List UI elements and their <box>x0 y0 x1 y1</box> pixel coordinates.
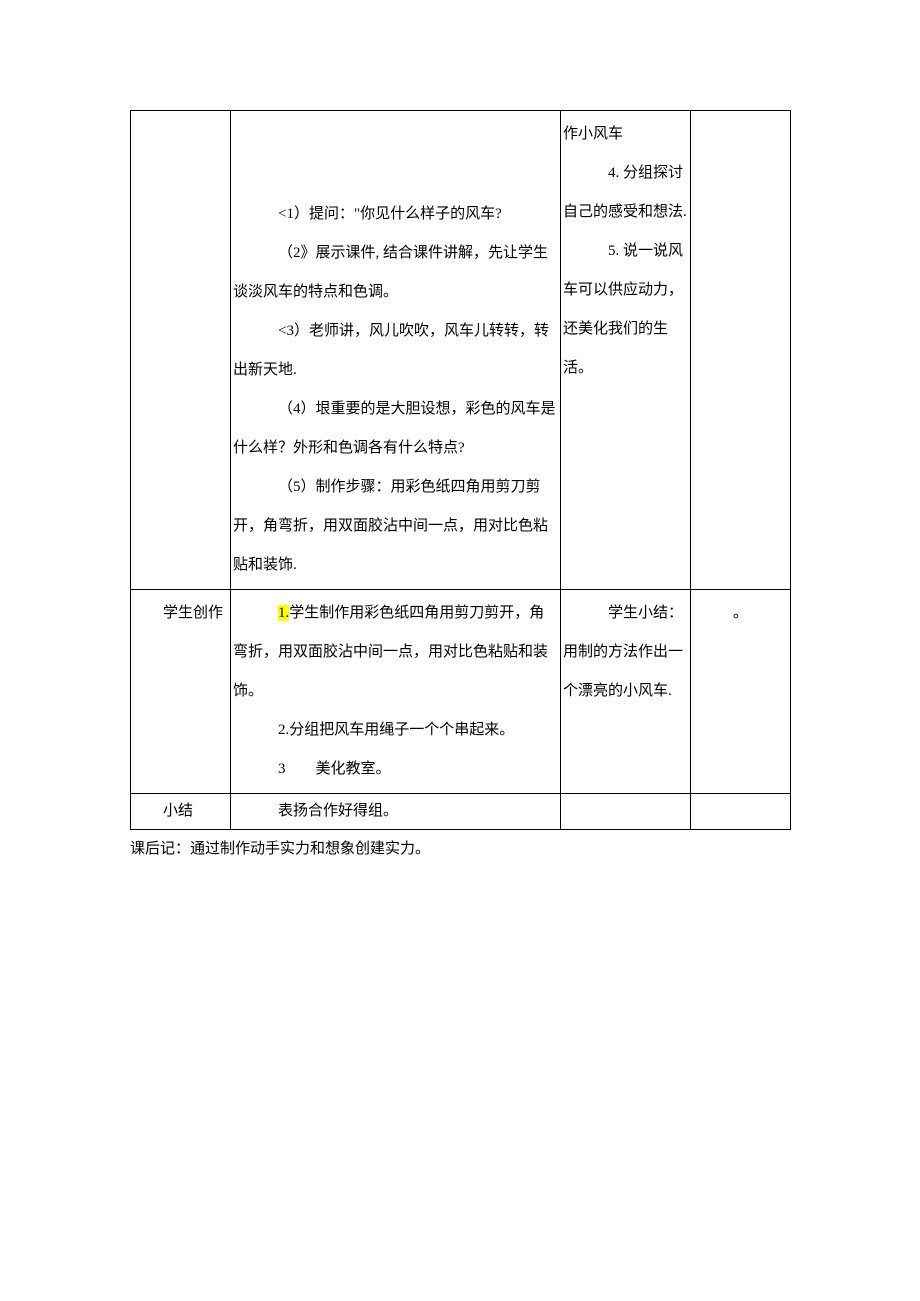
paragraph: 1.学生制作用彩色纸四角用剪刀剪开，角弯折，用双面胶沾中间一点，用对比色粘贴和装… <box>233 594 558 711</box>
stage-label: 学生创作 <box>133 594 228 633</box>
paragraph: 学生小结：用制的方法作出一个漂亮的小风车. <box>563 594 688 711</box>
paragraph: （4）垠重要的是大胆设想，彩色的风车是什么样？外形和色调各有什么特点? <box>233 390 558 468</box>
cell-stage: 学生创作 <box>131 590 231 794</box>
paragraph: 作小风车 <box>563 115 688 154</box>
highlighted-text: 1. <box>278 605 289 621</box>
paragraph: 表扬合作好得组。 <box>233 798 558 825</box>
after-class-note: 课后记：通过制作动手实力和想象创建实力。 <box>130 836 790 863</box>
cell-stage <box>131 111 231 590</box>
cell-teacher-activity: 表扬合作好得组。 <box>231 794 561 830</box>
table-row: <1）提问："你见什么样子的风车? （2》展示课件, 结合课件讲解，先让学生谈淡… <box>131 111 791 590</box>
document-page: <1）提问："你见什么样子的风车? （2》展示课件, 结合课件讲解，先让学生谈淡… <box>0 0 920 863</box>
cell-teacher-activity: <1）提问："你见什么样子的风车? （2》展示课件, 结合课件讲解，先让学生谈淡… <box>231 111 561 590</box>
cell-student-activity: 学生小结：用制的方法作出一个漂亮的小风车. <box>561 590 691 794</box>
cell-notes <box>691 794 791 830</box>
cell-student-activity <box>561 794 691 830</box>
table-row: 学生创作 1.学生制作用彩色纸四角用剪刀剪开，角弯折，用双面胶沾中间一点，用对比… <box>131 590 791 794</box>
table-row: 小结 表扬合作好得组。 <box>131 794 791 830</box>
stage-label: 小结 <box>133 798 228 825</box>
paragraph: 3 美化教室。 <box>233 750 558 789</box>
paragraph: （2》展示课件, 结合课件讲解，先让学生谈淡风车的特点和色调。 <box>233 234 558 312</box>
cell-notes <box>691 111 791 590</box>
cell-teacher-activity: 1.学生制作用彩色纸四角用剪刀剪开，角弯折，用双面胶沾中间一点，用对比色粘贴和装… <box>231 590 561 794</box>
paragraph: 5. 说一说风车可以供应动力，还美化我们的生活。 <box>563 232 688 388</box>
cell-stage: 小结 <box>131 794 231 830</box>
paragraph: 4. 分组探讨自己的感受和想法. <box>563 154 688 232</box>
paragraph: <1）提问："你见什么样子的风车? <box>233 195 558 234</box>
paragraph: 2.分组把风车用绳子一个个串起来。 <box>233 711 558 750</box>
paragraph: <3）老师讲，风儿吹吹，风车儿转转，转出新天地. <box>233 312 558 390</box>
paragraph: （5）制作步骤：用彩色纸四角用剪刀剪开，角弯折，用双面胶沾中间一点，用对比色粘贴… <box>233 468 558 585</box>
lesson-plan-table: <1）提问："你见什么样子的风车? （2》展示课件, 结合课件讲解，先让学生谈淡… <box>130 110 791 830</box>
cell-student-activity: 作小风车 4. 分组探讨自己的感受和想法. 5. 说一说风车可以供应动力，还美化… <box>561 111 691 590</box>
cell-notes: 。 <box>691 590 791 794</box>
